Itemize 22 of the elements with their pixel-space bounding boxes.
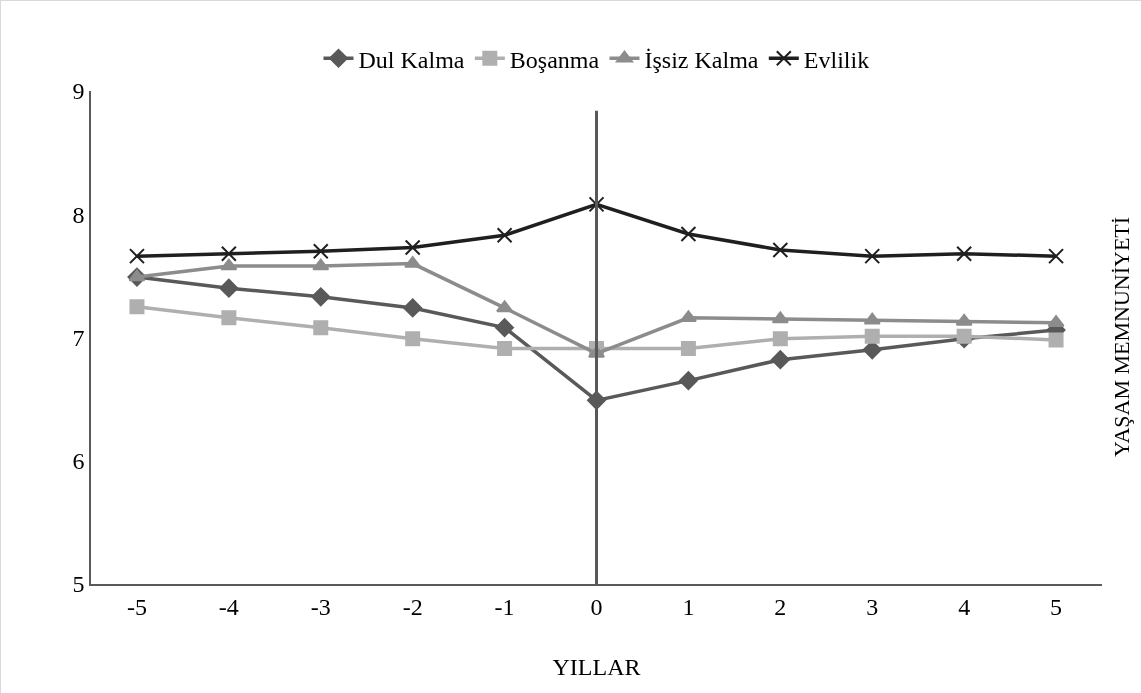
y-tick-label: 7 [72, 324, 85, 351]
legend-label: İşsiz Kalma [644, 46, 759, 73]
legend-label: Dul Kalma [358, 46, 465, 73]
x-tick-label: -5 [126, 593, 147, 620]
x-tick-label: 1 [682, 593, 695, 620]
legend-label: Evlilik [803, 46, 870, 73]
x-tick-label: 3 [866, 593, 879, 620]
x-tick-label: -1 [494, 593, 515, 620]
x-tick-label: -4 [218, 593, 239, 620]
y-tick-label: 9 [72, 78, 85, 105]
x-axis-title: YILLAR [552, 654, 641, 681]
y-axis-title: YAŞAM MEMNUNİYETİ [1109, 216, 1135, 458]
legend-label: Boşanma [509, 46, 600, 73]
x-tick-label: 2 [774, 593, 787, 620]
x-tick-label: -2 [402, 593, 423, 620]
y-tick-label: 5 [72, 571, 85, 598]
x-tick-label: -3 [310, 593, 331, 620]
x-tick-label: 0 [590, 593, 603, 620]
y-tick-label: 6 [72, 448, 85, 475]
y-tick-label: 8 [72, 201, 85, 228]
x-tick-label: 4 [958, 593, 971, 620]
x-tick-label: 5 [1050, 593, 1063, 620]
